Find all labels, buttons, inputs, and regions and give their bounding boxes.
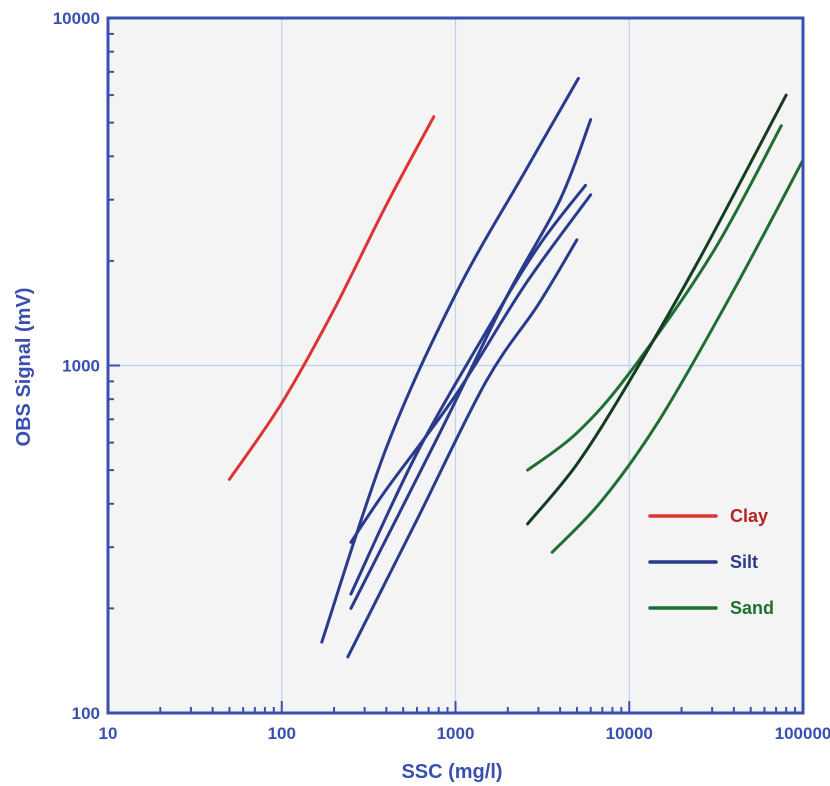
x-tick-label: 10 <box>99 724 118 743</box>
legend-label-clay: Clay <box>730 506 768 526</box>
y-axis-title: OBS Signal (mV) <box>13 288 35 447</box>
y-tick-label: 10000 <box>53 9 100 28</box>
series-lines <box>227 76 805 659</box>
legend-label-sand: Sand <box>730 598 774 618</box>
x-tick-label: 10000 <box>606 724 653 743</box>
x-tick-label: 100 <box>268 724 296 743</box>
x-axis-title: SSC (mg/l) <box>401 761 502 783</box>
silt-series-line-3 <box>346 238 579 659</box>
axis-ticks <box>108 32 797 713</box>
legend: Clay Silt Sand <box>648 506 774 618</box>
legend-label-silt: Silt <box>730 552 758 572</box>
sand-series-line-8 <box>526 93 788 526</box>
sand-series-line-9 <box>550 158 805 554</box>
y-tick-label: 1000 <box>62 357 100 376</box>
clay-series-line-1 <box>227 115 436 481</box>
y-tick-label: 100 <box>72 704 100 723</box>
x-tick-label: 1000 <box>437 724 475 743</box>
silt-series-line-5 <box>349 183 587 596</box>
x-tick-label: 100000 <box>775 724 830 743</box>
silt-series-line-6 <box>349 193 593 544</box>
